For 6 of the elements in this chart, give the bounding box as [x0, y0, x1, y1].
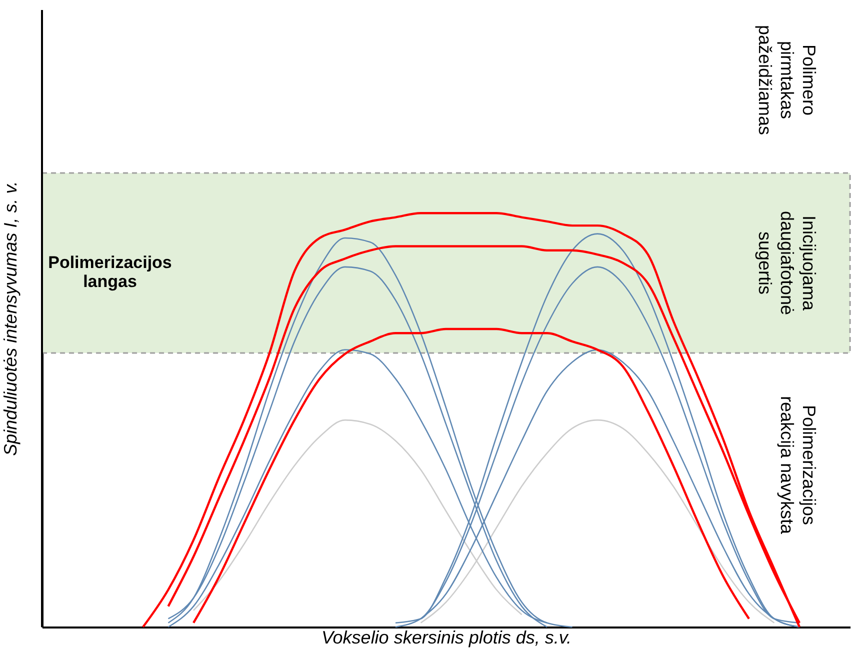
y-axis-title: Spinduliuotės intensyvumas I, s. v.	[0, 181, 20, 456]
text: Polimero pirmtakas pažeidžiamas	[755, 24, 819, 136]
band-label: Polimerizacijos langas	[48, 253, 172, 292]
annotation: Polimerizacijos reakcija navyksta	[777, 396, 819, 536]
annotation: Inicijuojama daugiafotonė sugertis	[755, 210, 819, 316]
x-axis-title: Vokselio skersinis plotis ds, s.v.	[321, 628, 572, 648]
